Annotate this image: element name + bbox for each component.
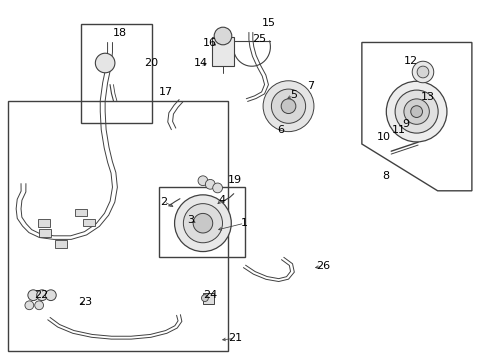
Text: 19: 19: [227, 175, 241, 185]
Circle shape: [411, 61, 433, 83]
Circle shape: [201, 294, 208, 302]
Bar: [38, 219, 50, 227]
Text: 16: 16: [203, 38, 217, 48]
Text: 1: 1: [241, 218, 247, 228]
Bar: [39, 229, 51, 237]
Bar: [83, 219, 95, 226]
Text: 9: 9: [402, 119, 408, 129]
Circle shape: [183, 204, 222, 243]
Circle shape: [394, 90, 437, 133]
Text: 23: 23: [79, 297, 92, 307]
Circle shape: [205, 179, 215, 189]
Circle shape: [95, 53, 115, 73]
Text: 5: 5: [289, 90, 296, 100]
Circle shape: [37, 290, 47, 301]
Text: 3: 3: [187, 215, 194, 225]
Circle shape: [28, 290, 39, 301]
Bar: [75, 209, 86, 216]
Text: 13: 13: [420, 92, 434, 102]
Text: 20: 20: [144, 58, 158, 68]
Text: 11: 11: [391, 125, 405, 135]
Circle shape: [35, 301, 43, 310]
Text: 10: 10: [376, 132, 390, 142]
Bar: [212, 37, 233, 66]
Circle shape: [193, 213, 212, 233]
Circle shape: [410, 106, 422, 117]
Text: 25: 25: [252, 34, 265, 44]
Circle shape: [198, 176, 207, 186]
Text: 4: 4: [219, 195, 225, 205]
Text: 18: 18: [113, 28, 126, 38]
Text: 7: 7: [306, 81, 313, 91]
Text: 21: 21: [227, 333, 241, 343]
Bar: [55, 240, 67, 248]
Circle shape: [214, 27, 231, 45]
Text: 17: 17: [159, 87, 173, 97]
Circle shape: [403, 99, 428, 124]
Bar: [203, 293, 213, 304]
Circle shape: [271, 89, 305, 123]
Text: 22: 22: [34, 290, 49, 300]
Text: 12: 12: [403, 56, 417, 66]
Text: 6: 6: [277, 125, 284, 135]
Circle shape: [45, 290, 56, 301]
Text: 8: 8: [382, 171, 389, 181]
Circle shape: [416, 66, 428, 78]
Circle shape: [281, 99, 295, 113]
Text: 26: 26: [315, 261, 329, 271]
Circle shape: [263, 81, 313, 132]
Text: 24: 24: [203, 290, 217, 300]
Circle shape: [174, 195, 231, 252]
Text: 15: 15: [262, 18, 275, 28]
Bar: [81, 24, 151, 123]
Circle shape: [25, 301, 34, 310]
Text: 14: 14: [193, 58, 207, 68]
Bar: [159, 187, 244, 257]
Bar: [8, 101, 227, 351]
Text: 2: 2: [160, 197, 167, 207]
Circle shape: [386, 81, 446, 142]
Circle shape: [212, 183, 222, 193]
